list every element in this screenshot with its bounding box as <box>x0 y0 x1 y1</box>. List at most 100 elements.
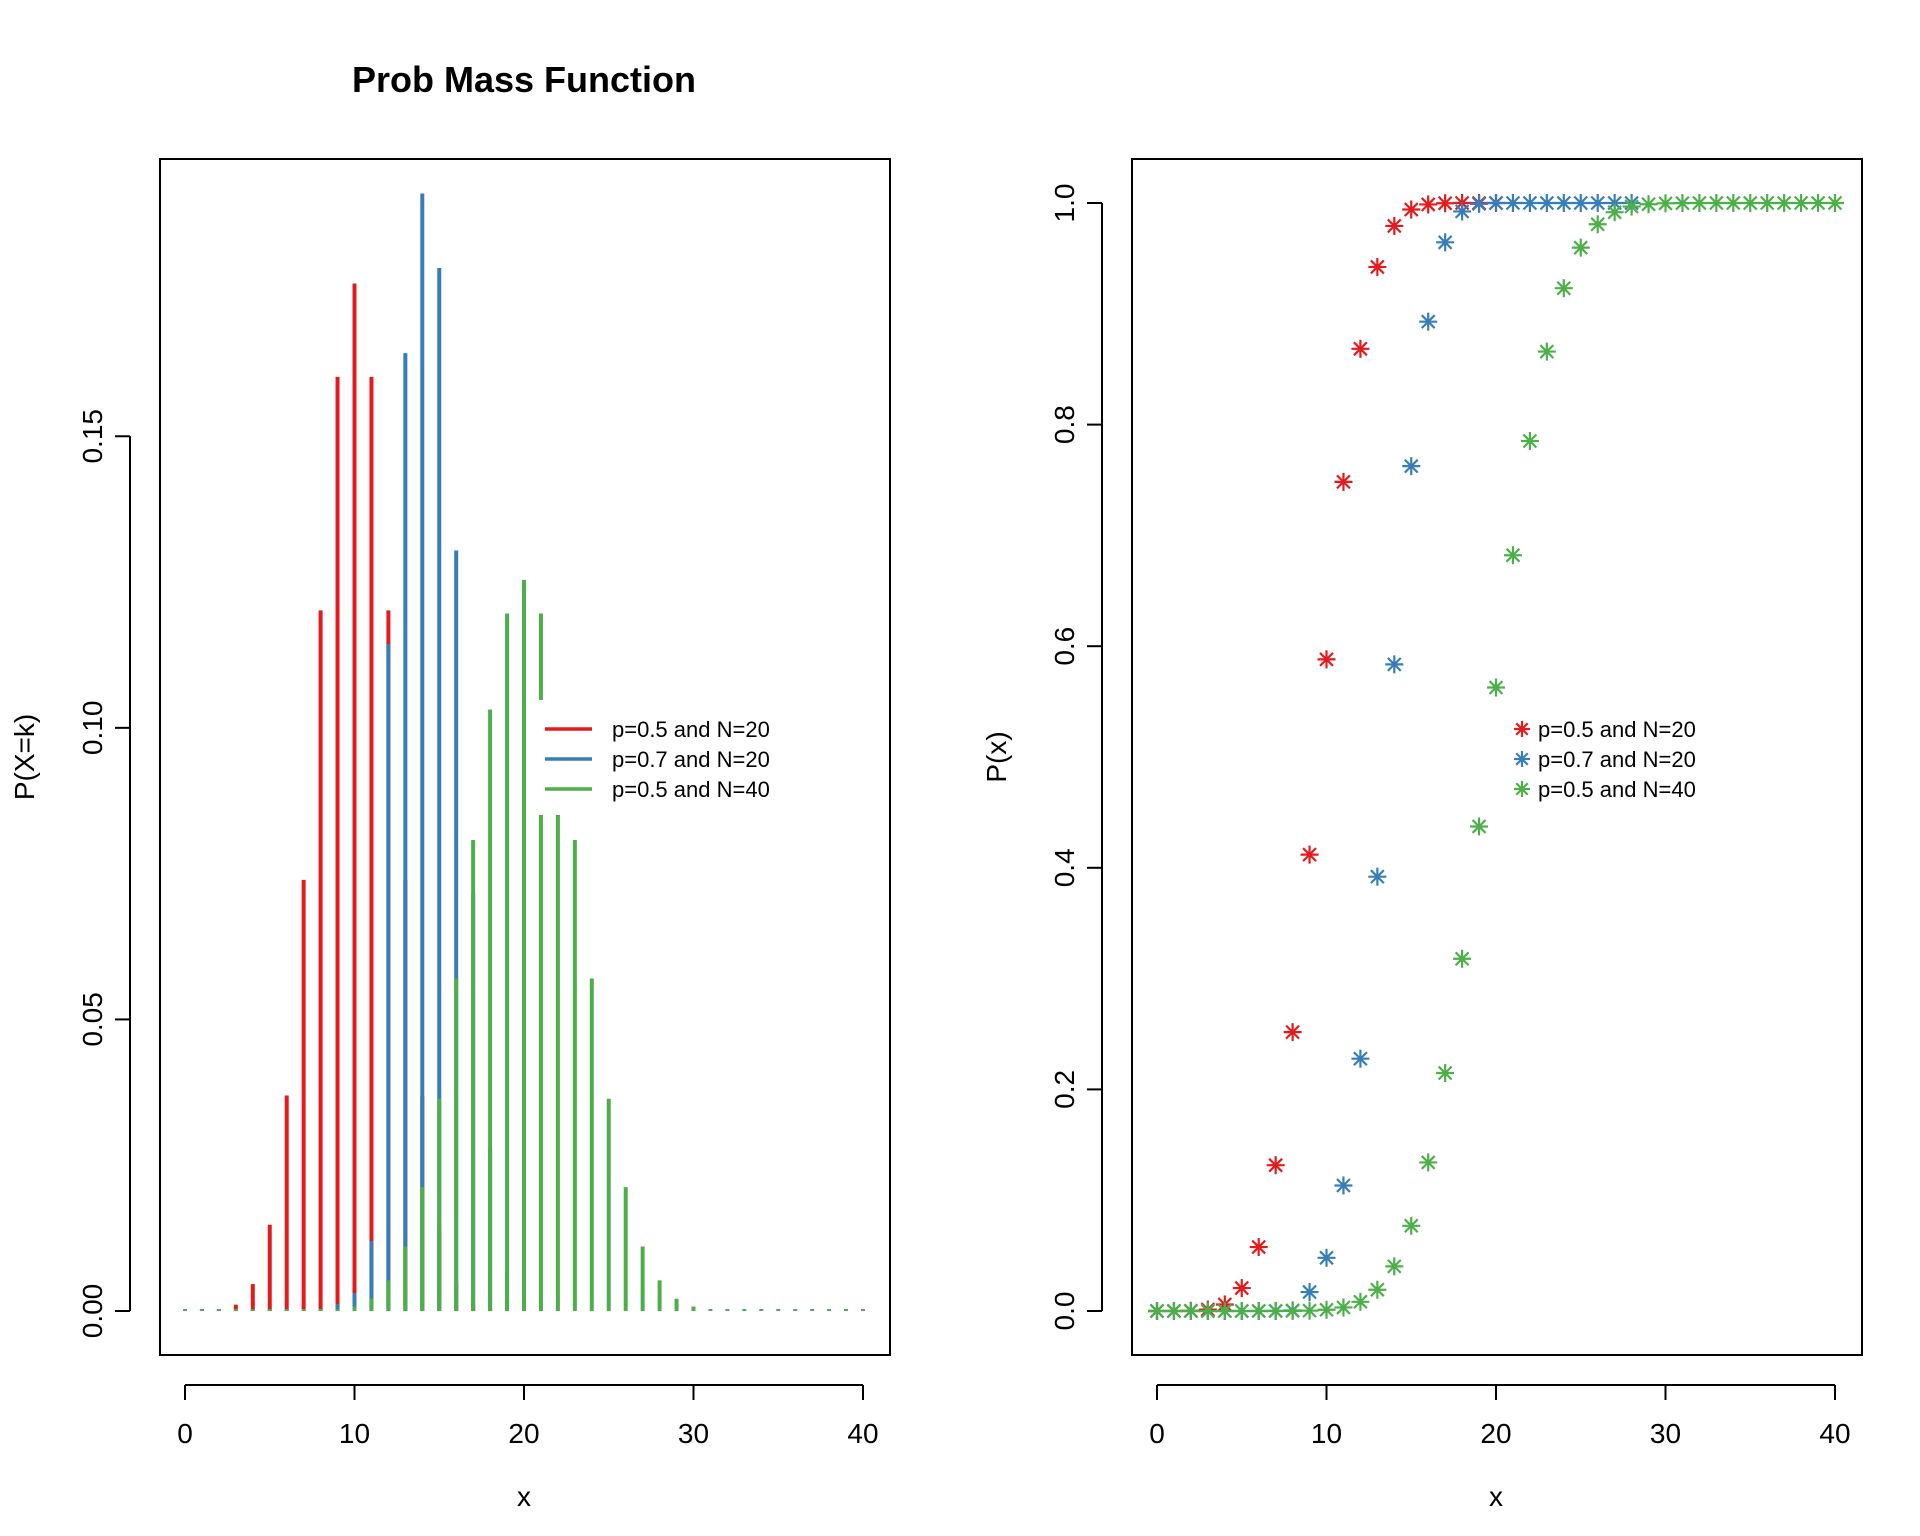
cdf-point <box>1792 194 1811 212</box>
cdf-point <box>1520 431 1539 450</box>
cdf-point <box>1351 339 1370 358</box>
cdf-x-tick-label: 30 <box>1650 1418 1681 1449</box>
cdf-legend-marker-green <box>1514 781 1530 797</box>
cdf-point <box>1317 1300 1336 1319</box>
cdf-point <box>1690 194 1709 212</box>
cdf-point <box>1351 1049 1370 1068</box>
cdf-point <box>1266 1156 1285 1175</box>
pmf-y-tick-label: 0.05 <box>77 992 108 1047</box>
cdf-point <box>1588 215 1607 234</box>
pmf-x-tick-label: 30 <box>678 1418 709 1449</box>
cdf-point <box>1487 194 1505 212</box>
pmf-x-tick-label: 20 <box>508 1418 539 1449</box>
pmf-y-tick-label: 0.00 <box>77 1284 108 1339</box>
cdf-legend: p=0.5 and N=20 p=0.7 and N=20 p=0.5 and … <box>1514 717 1696 802</box>
cdf-point <box>1385 216 1404 235</box>
cdf-point <box>1232 1279 1251 1298</box>
cdf-point <box>1470 817 1489 836</box>
cdf-point <box>1554 279 1573 298</box>
pmf-y-axis-label: P(X=k) <box>9 714 40 800</box>
cdf-point <box>1436 233 1455 252</box>
pmf-series-p-0-5-and-n-40 <box>183 579 865 1311</box>
cdf-point <box>1673 194 1692 213</box>
cdf-point <box>1656 194 1675 213</box>
cdf-point <box>1334 1298 1353 1317</box>
pmf-y-tick-label: 0.10 <box>77 701 108 756</box>
cdf-point <box>1249 1302 1268 1320</box>
pmf-x-tick-label: 0 <box>177 1418 193 1449</box>
cdf-point <box>1198 1302 1217 1320</box>
cdf-point <box>1385 655 1404 674</box>
cdf-point <box>1317 650 1336 669</box>
cdf-point <box>1571 238 1590 257</box>
pmf-x-tick-label: 10 <box>339 1418 370 1449</box>
cdf-x-tick-label: 20 <box>1480 1418 1511 1449</box>
cdf-point <box>1436 194 1455 213</box>
cdf-point <box>1639 195 1658 214</box>
cdf-point <box>1537 342 1556 361</box>
pmf-legend: p=0.5 and N=20 p=0.7 and N=20 p=0.5 and … <box>528 700 803 815</box>
cdf-point <box>1368 257 1387 276</box>
cdf-point <box>1503 546 1522 565</box>
cdf-point <box>1300 1283 1319 1302</box>
pmf-legend-label-blue: p=0.7 and N=20 <box>612 747 770 772</box>
cdf-point <box>1402 1216 1421 1235</box>
cdf-point <box>1300 845 1319 864</box>
cdf-point <box>1181 1302 1200 1320</box>
pmf-plot-frame <box>159 158 891 1356</box>
cdf-point <box>1334 472 1353 491</box>
cdf-point <box>1266 1302 1285 1320</box>
cdf-point <box>1419 312 1438 331</box>
cdf-y-tick-label: 0.0 <box>1049 1292 1080 1331</box>
cdf-point <box>1436 1064 1455 1083</box>
cdf-legend-label-green: p=0.5 and N=40 <box>1538 777 1696 802</box>
cdf-point <box>1554 194 1573 212</box>
cdf-point <box>1317 1248 1336 1267</box>
cdf-point <box>1487 678 1505 697</box>
cdf-plot-frame <box>1131 158 1863 1356</box>
cdf-point <box>1283 1301 1302 1320</box>
cdf-marks <box>1148 194 1844 1320</box>
cdf-point <box>1453 949 1472 968</box>
cdf-point <box>1419 1153 1438 1172</box>
cdf-point <box>1588 194 1607 212</box>
pmf-x-tick-label: 40 <box>847 1418 878 1449</box>
cdf-point <box>1622 197 1641 216</box>
cdf-point <box>1707 194 1726 212</box>
cdf-legend-marker-red <box>1514 721 1530 737</box>
cdf-point <box>1334 1176 1353 1195</box>
cdf-y-tick-label: 0.4 <box>1049 848 1080 887</box>
cdf-series-p-0-5-and-n-40 <box>1148 194 1844 1320</box>
cdf-legend-marker-blue <box>1514 751 1530 767</box>
cdf-x-axis-label: x <box>1489 1481 1503 1512</box>
cdf-point <box>1503 194 1522 212</box>
cdf-x-tick-label: 40 <box>1819 1418 1850 1449</box>
cdf-y-tick-label: 0.2 <box>1049 1070 1080 1109</box>
cdf-point <box>1537 194 1556 212</box>
cdf-panel: 0 10 20 30 40 0.0 0.2 0.4 0.6 0.8 1.0 x P(x) p=0.5… <box>981 158 1863 1512</box>
cdf-point <box>1351 1292 1370 1311</box>
cdf-point <box>1571 194 1590 212</box>
pmf-y-tick-label: 0.15 <box>77 409 108 464</box>
pmf-axes: 0 10 20 30 40 0.00 0.05 0.10 0.15 <box>77 409 879 1449</box>
cdf-point <box>1148 1302 1166 1320</box>
pmf-panel: Prob Mass Function 0 10 20 30 40 0.00 0.05 0.10… <box>9 59 891 1512</box>
cdf-point <box>1164 1302 1183 1320</box>
cdf-point <box>1470 194 1489 213</box>
cdf-point <box>1741 194 1760 212</box>
cdf-point <box>1724 194 1743 212</box>
cdf-axes: 0 10 20 30 40 0.0 0.2 0.4 0.6 0.8 1.0 <box>1049 184 1851 1449</box>
cdf-point <box>1385 1257 1404 1276</box>
cdf-point <box>1283 1023 1302 1042</box>
cdf-point <box>1249 1238 1268 1257</box>
cdf-y-tick-label: 1.0 <box>1049 184 1080 223</box>
cdf-point <box>1215 1302 1234 1320</box>
cdf-y-tick-label: 0.6 <box>1049 627 1080 666</box>
cdf-point <box>1826 194 1844 212</box>
pmf-legend-label-green: p=0.5 and N=40 <box>612 777 770 802</box>
cdf-point <box>1300 1301 1319 1320</box>
pmf-marks <box>183 193 865 1311</box>
cdf-point <box>1232 1302 1251 1320</box>
cdf-x-tick-label: 10 <box>1311 1418 1342 1449</box>
